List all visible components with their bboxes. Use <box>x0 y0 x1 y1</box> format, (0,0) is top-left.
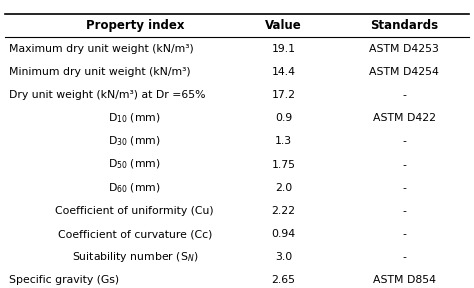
Text: Maximum dry unit weight (kN/m³): Maximum dry unit weight (kN/m³) <box>9 44 194 54</box>
Text: D$_{30}$ (mm): D$_{30}$ (mm) <box>109 135 161 148</box>
Text: 1.75: 1.75 <box>272 160 295 170</box>
Text: 3.0: 3.0 <box>275 252 292 262</box>
Text: ASTM D422: ASTM D422 <box>373 113 436 123</box>
Text: 0.9: 0.9 <box>275 113 292 123</box>
Text: -: - <box>402 206 406 216</box>
Text: D$_{60}$ (mm): D$_{60}$ (mm) <box>109 181 161 195</box>
Text: -: - <box>402 252 406 262</box>
Text: 0.94: 0.94 <box>272 229 295 239</box>
Text: -: - <box>402 137 406 147</box>
Text: -: - <box>402 90 406 100</box>
Text: D$_{10}$ (mm): D$_{10}$ (mm) <box>109 111 161 125</box>
Text: Coefficient of uniformity (Cu): Coefficient of uniformity (Cu) <box>55 206 214 216</box>
Text: 1.3: 1.3 <box>275 137 292 147</box>
Text: Value: Value <box>265 19 302 32</box>
Text: D$_{50}$ (mm): D$_{50}$ (mm) <box>109 158 161 171</box>
Text: -: - <box>402 183 406 193</box>
Text: 2.0: 2.0 <box>275 183 292 193</box>
Text: Minimum dry unit weight (kN/m³): Minimum dry unit weight (kN/m³) <box>9 67 191 77</box>
Text: Suitability number (S$_N$): Suitability number (S$_N$) <box>72 250 198 264</box>
Text: ASTM D4253: ASTM D4253 <box>369 44 439 54</box>
Text: 14.4: 14.4 <box>272 67 295 77</box>
Text: 2.22: 2.22 <box>272 206 295 216</box>
Text: 19.1: 19.1 <box>272 44 295 54</box>
Text: Coefficient of curvature (Cc): Coefficient of curvature (Cc) <box>58 229 212 239</box>
Text: Specific gravity (Gs): Specific gravity (Gs) <box>9 275 119 285</box>
Text: 17.2: 17.2 <box>272 90 295 100</box>
Text: ASTM D854: ASTM D854 <box>373 275 436 285</box>
Text: Dry unit weight (kN/m³) at Dr =65%: Dry unit weight (kN/m³) at Dr =65% <box>9 90 206 100</box>
Text: -: - <box>402 160 406 170</box>
Text: ASTM D4254: ASTM D4254 <box>369 67 439 77</box>
Text: Property index: Property index <box>85 19 184 32</box>
Text: 2.65: 2.65 <box>272 275 295 285</box>
Text: -: - <box>402 229 406 239</box>
Text: Standards: Standards <box>370 19 438 32</box>
